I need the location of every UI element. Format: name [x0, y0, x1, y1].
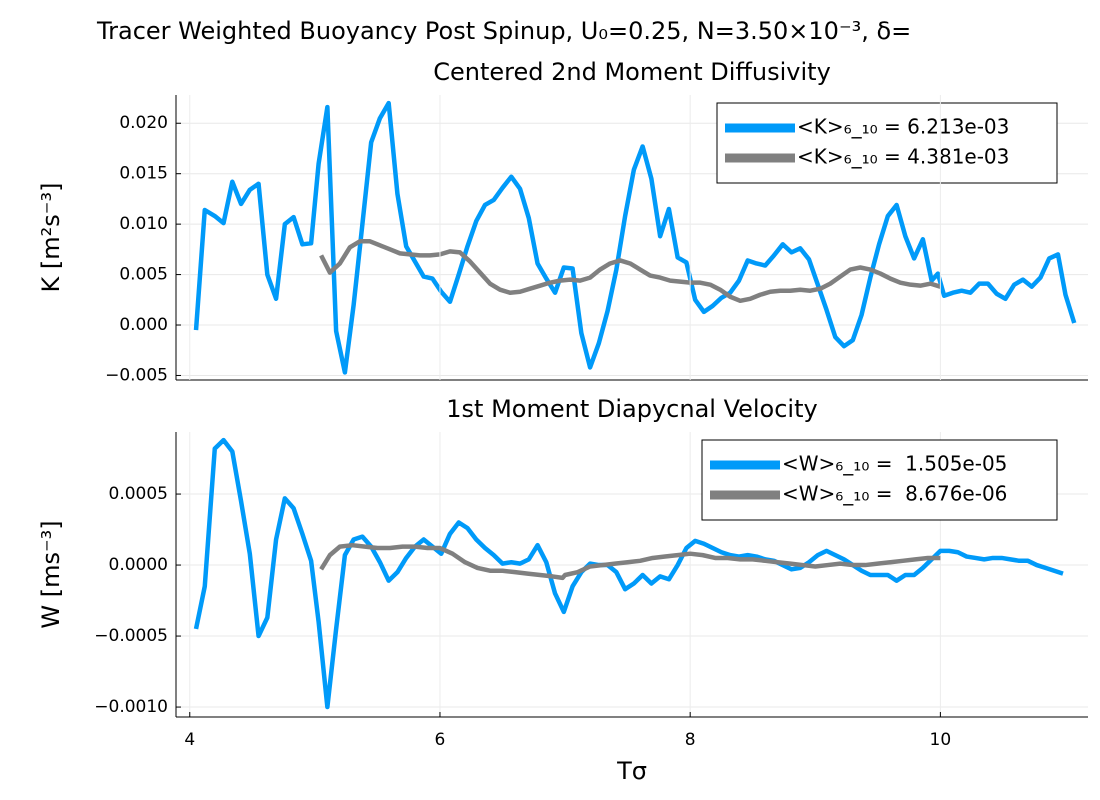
figure-title: Tracer Weighted Buoyancy Post Spinup, U₀… [96, 17, 911, 45]
series-line [319, 239, 942, 304]
x-tick-label: 4 [184, 730, 195, 750]
x-tick-label: 10 [930, 730, 952, 750]
x-tick-label: 8 [685, 730, 696, 750]
y-axis-label: K [m²s⁻³] [37, 183, 65, 293]
y-axis-label: W [ms⁻³] [37, 520, 65, 628]
legend-label: <K>₆_₁₀ = 4.381e-03 [797, 145, 1009, 169]
series-line [193, 100, 1077, 375]
y-tick-label: 0.005 [119, 265, 168, 285]
chart-title: Centered 2nd Moment Diffusivity [433, 58, 831, 86]
legend-label: <W>₆_₁₀ = 8.676e-06 [782, 482, 1007, 506]
y-tick-label: −0.0005 [94, 626, 168, 646]
y-tick-label: 0.010 [119, 214, 168, 234]
legend-box [701, 439, 1058, 521]
y-tick-label: 0.0005 [109, 484, 168, 504]
series-line [319, 542, 941, 581]
legend-box [716, 102, 1058, 184]
series-line [193, 437, 1064, 710]
y-tick-label: 0.020 [119, 113, 168, 133]
x-tick-label: 6 [435, 730, 446, 750]
y-tick-label: 0.015 [119, 164, 168, 184]
y-tick-label: 0.000 [119, 315, 168, 335]
x-axis-label: Tσ [616, 757, 647, 785]
y-tick-label: 0.0000 [109, 555, 168, 575]
legend-label: <W>₆_₁₀ = 1.505e-05 [782, 452, 1007, 476]
y-tick-label: −0.005 [105, 365, 168, 385]
legend-label: <K>₆_₁₀ = 6.213e-03 [797, 115, 1009, 139]
chart-title: 1st Moment Diapycnal Velocity [446, 395, 817, 423]
y-tick-label: −0.0010 [94, 697, 168, 717]
